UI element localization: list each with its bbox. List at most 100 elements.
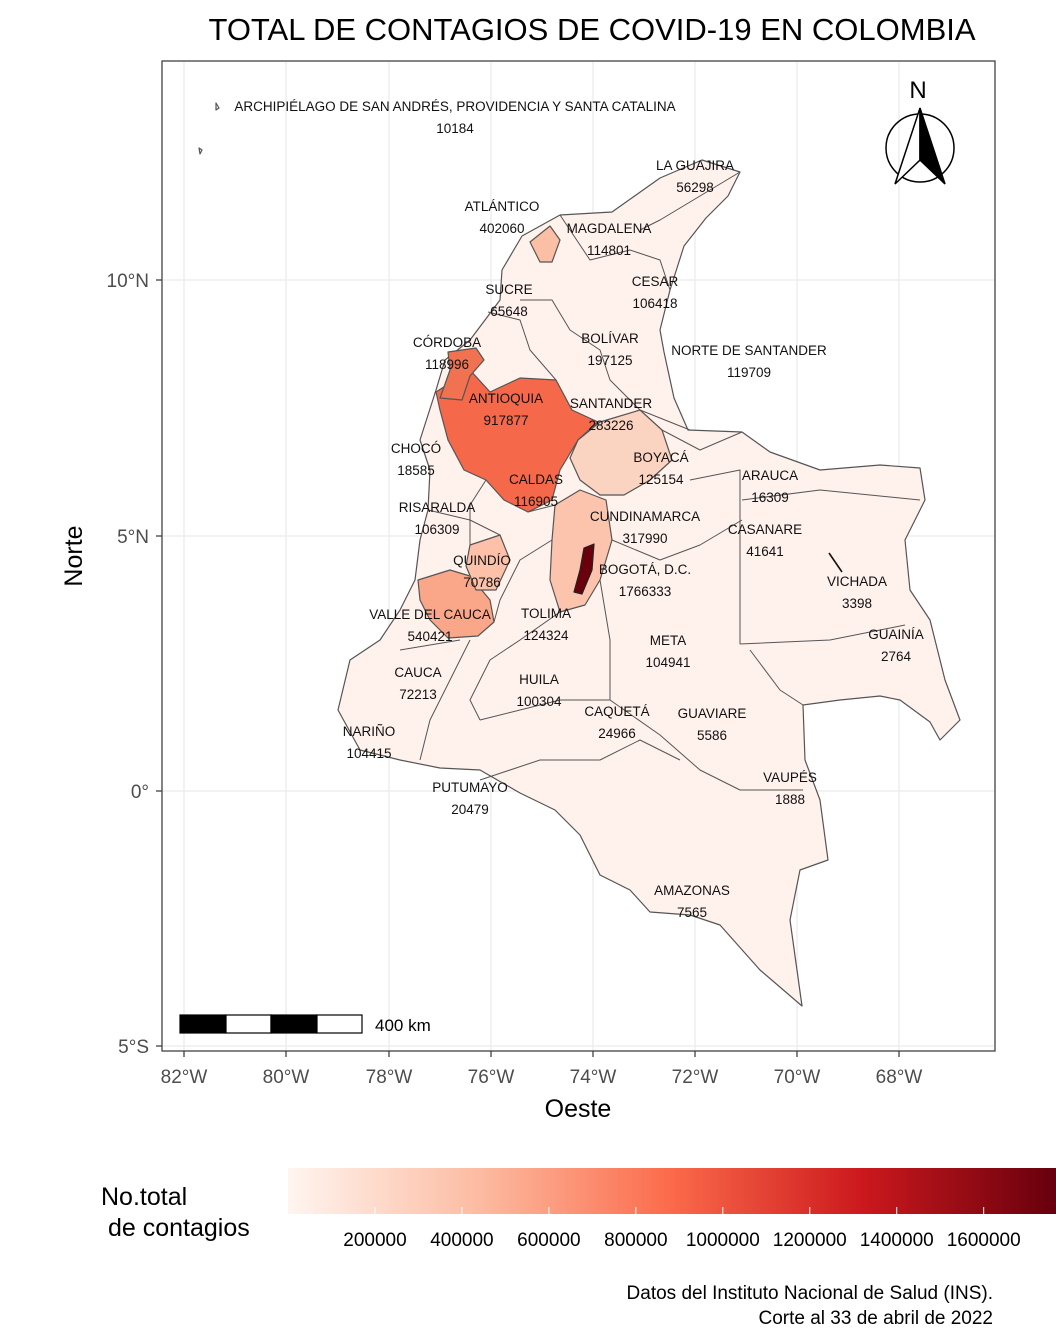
dept-name-label: GUAINÍA [868, 627, 924, 642]
dept-value-label: 100304 [516, 694, 562, 709]
dept-value-label: 1888 [775, 792, 805, 807]
axis-tick-marks [156, 279, 900, 1057]
dept-name-label: ARCHIPIÉLAGO DE SAN ANDRÉS, PROVIDENCIA … [234, 99, 675, 114]
dept-antioquia [435, 369, 599, 513]
dept-name-label: CASANARE [728, 522, 802, 537]
dept-name-label: CÓRDOBA [413, 335, 481, 350]
dept-value-label: 5586 [697, 728, 727, 743]
dept-value-label: 118996 [425, 357, 469, 372]
y-tick-labels: 10°N 5°N 0° 5°S [107, 271, 149, 1058]
dept-value-label: 917877 [483, 413, 528, 428]
north-arrow: N [885, 77, 955, 185]
dept-name-label: CALDAS [509, 472, 563, 487]
dept-value-label: 18585 [397, 463, 435, 478]
dept-value-label: 24966 [598, 726, 636, 741]
dept-name-label: ATLÁNTICO [465, 199, 540, 214]
legend-tick-label: 1000000 [686, 1230, 760, 1251]
san-andres-island [215, 102, 220, 111]
legend-title-line2: de contagios [101, 1214, 250, 1242]
y-tick-label: 10°N [107, 271, 149, 292]
dept-bogota [573, 543, 595, 595]
dept-name-label: LA GUAJIRA [656, 158, 734, 173]
dept-cundinamarca [549, 489, 613, 613]
x-tick-label: 78°W [366, 1067, 413, 1088]
dept-name-label: TOLIMA [521, 606, 571, 621]
dept-name-label: SANTANDER [570, 396, 653, 411]
dept-santander [569, 409, 673, 496]
scale-bar-label: 400 km [375, 1016, 431, 1035]
caption-line1: Datos del Instituto Nacional de Salud (I… [627, 1283, 993, 1304]
dept-name-label: CHOCÓ [391, 441, 441, 456]
departments-map [198, 102, 961, 1007]
dept-value-label: 106418 [632, 296, 677, 311]
y-tick-label: 5°N [117, 527, 149, 548]
dept-value-label: 114801 [587, 243, 631, 258]
dept-name-label: ANTIOQUIA [469, 391, 543, 406]
vichada-leader-line [828, 552, 843, 573]
x-tick-labels: 82°W 80°W 78°W 76°W 74°W 72°W 70°W 68°W [161, 1067, 923, 1088]
legend-colorbar [288, 1168, 1056, 1214]
dept-boundaries [399, 171, 921, 791]
dept-name-label: CUNDINAMARCA [590, 509, 700, 524]
dept-value-label: 41641 [746, 544, 784, 559]
legend-tick-label: 400000 [430, 1230, 493, 1251]
dept-name-label: VAUPÉS [763, 770, 817, 785]
dept-atlantico [529, 225, 561, 263]
colombia-outline [337, 159, 961, 1007]
dept-name-label: SUCRE [485, 282, 532, 297]
dept-value-label: 125154 [638, 472, 684, 487]
dept-name-label: NORTE DE SANTANDER [671, 343, 827, 358]
legend-tick-label: 1600000 [947, 1230, 1021, 1251]
dept-value-label: 7565 [677, 905, 707, 920]
map-title: TOTAL DE CONTAGIOS DE COVID-19 EN COLOMB… [208, 12, 975, 47]
x-tick-label: 72°W [672, 1067, 719, 1088]
legend: No.total de contagios 200000 400000 600000… [101, 1168, 1056, 1251]
dept-value-label: 70786 [463, 575, 501, 590]
dept-name-label: AMAZONAS [654, 883, 730, 898]
dept-name-label: QUINDÍO [453, 553, 511, 568]
dept-name-label: META [650, 633, 687, 648]
x-tick-label: 80°W [263, 1067, 310, 1088]
dept-name-label: BOLÍVAR [581, 331, 639, 346]
dept-name-label: BOGOTÁ, D.C. [599, 562, 691, 577]
dept-name-label: VALLE DEL CAUCA [369, 607, 491, 622]
dept-value-label: 197125 [587, 353, 632, 368]
dept-labels: ARCHIPIÉLAGO DE SAN ANDRÉS, PROVIDENCIA … [234, 99, 923, 920]
dept-name-label: CAQUETÁ [584, 704, 649, 719]
dept-name-label: BOYACÁ [633, 450, 688, 465]
dept-name-label: NARIÑO [343, 724, 396, 739]
y-axis-title: Norte [60, 525, 88, 586]
caption-line2: Corte al 33 de abril de 2022 [759, 1308, 994, 1329]
x-tick-label: 70°W [774, 1067, 821, 1088]
dept-value-label: 317990 [622, 531, 667, 546]
legend-tick-label: 1200000 [773, 1230, 847, 1251]
x-tick-label: 68°W [876, 1067, 923, 1088]
legend-tick-label: 800000 [604, 1230, 667, 1251]
north-arrow-right [919, 107, 946, 185]
dept-cordoba [439, 347, 485, 401]
dept-value-label: 540421 [407, 629, 452, 644]
legend-tick-label: 200000 [343, 1230, 406, 1251]
dept-value-label: 106309 [414, 522, 459, 537]
dept-value-label: 124324 [523, 628, 569, 643]
dept-name-label: ARAUCA [742, 468, 798, 483]
dept-value-label: 1766333 [619, 584, 672, 599]
dept-value-label: 2764 [881, 649, 912, 664]
y-tick-label: 5°S [118, 1037, 149, 1058]
north-arrow-label: N [909, 77, 926, 104]
dept-value-label: 402060 [479, 221, 524, 236]
dept-value-label: 119709 [727, 365, 771, 380]
dept-value-label: 104941 [645, 655, 690, 670]
dept-value-label: 20479 [451, 802, 489, 817]
dept-value-label: 16309 [751, 490, 789, 505]
dept-name-label: PUTUMAYO [432, 780, 508, 795]
y-tick-label: 0° [131, 782, 149, 803]
legend-tick-label: 600000 [517, 1230, 580, 1251]
dept-value-label: 104415 [346, 746, 391, 761]
dept-value-label: 3398 [842, 596, 872, 611]
dept-value-label: 72213 [399, 687, 437, 702]
providencia-island [198, 147, 203, 155]
legend-title-line1: No.total [101, 1183, 187, 1211]
dept-name-label: VICHADA [827, 574, 887, 589]
